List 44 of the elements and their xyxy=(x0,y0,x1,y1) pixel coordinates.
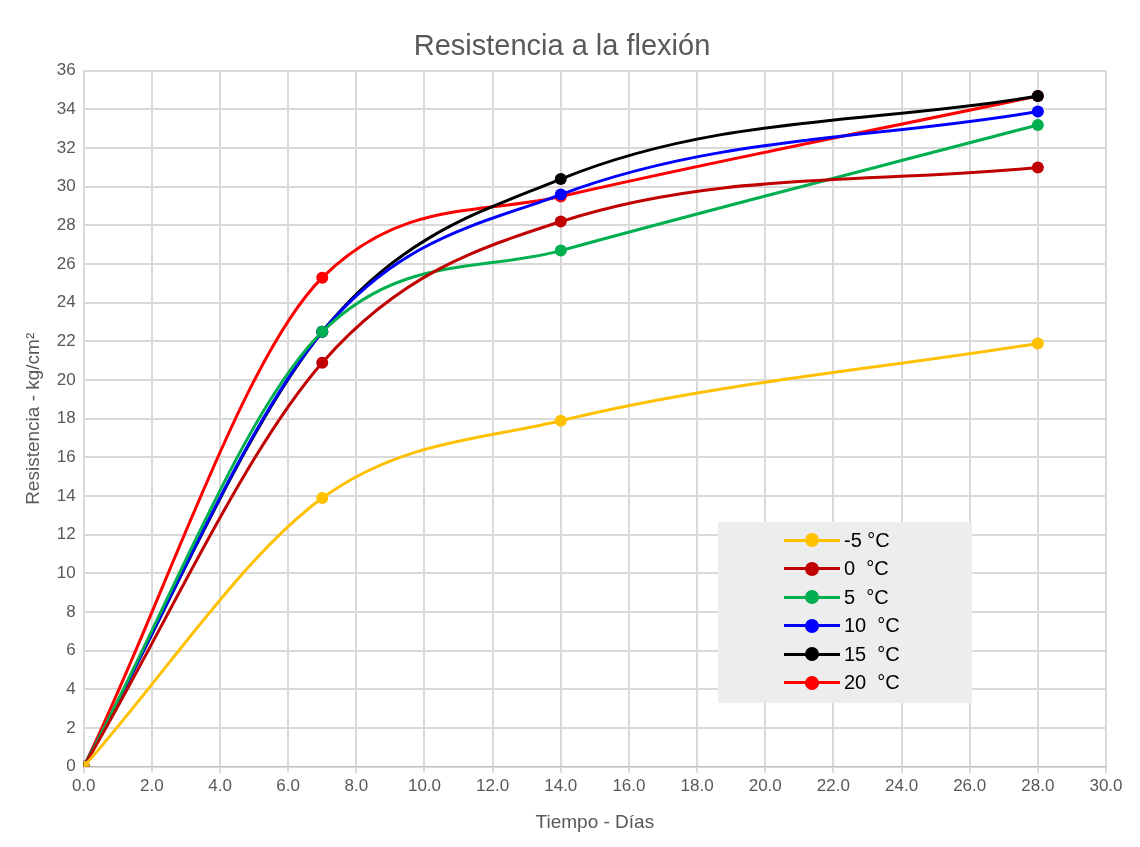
y-tick-label: 30 xyxy=(56,176,76,196)
y-tick-label: 26 xyxy=(56,253,76,273)
legend-label: -5 °C xyxy=(844,528,890,552)
x-tick-label: 26.0 xyxy=(953,775,987,795)
y-axis-title: Resistencia - kg/cm² xyxy=(21,332,43,505)
x-tick-label: 30.0 xyxy=(1089,775,1123,795)
y-tick-label: 34 xyxy=(56,99,76,119)
y-tick-label: 0 xyxy=(66,756,76,776)
y-tick-label: 18 xyxy=(56,408,76,428)
y-tick-label: 6 xyxy=(66,640,76,660)
x-tick-label: 18.0 xyxy=(680,775,714,795)
y-tick-label: 22 xyxy=(56,331,76,351)
y-tick-label: 4 xyxy=(66,679,76,699)
y-tick-label: 36 xyxy=(56,60,76,80)
legend-label: 20 °C xyxy=(844,671,900,695)
x-tick-label: 0.0 xyxy=(71,775,96,795)
x-tick-label: 6.0 xyxy=(276,775,300,795)
x-tick-label: 14.0 xyxy=(544,775,578,795)
y-tick-label: 12 xyxy=(56,524,76,544)
chart-title: Resistencia a la flexión xyxy=(413,29,711,62)
y-tick-label: 8 xyxy=(66,601,76,621)
x-tick-label: 22.0 xyxy=(816,775,850,795)
y-tick-label: 32 xyxy=(56,137,76,157)
x-tick-label: 8.0 xyxy=(344,775,369,795)
y-tick-label: 24 xyxy=(56,292,76,312)
legend-label: 10 °C xyxy=(844,614,900,638)
legend-label: 0 °C xyxy=(844,557,889,581)
x-tick-label: 24.0 xyxy=(884,775,919,795)
legend-label: 15 °C xyxy=(844,642,900,666)
legend-label: 5 °C xyxy=(844,585,889,609)
x-tick-label: 16.0 xyxy=(612,775,646,795)
x-axis-title: Tiempo - Días xyxy=(535,810,655,832)
y-tick-label: 2 xyxy=(66,717,76,737)
x-tick-label: 4.0 xyxy=(208,775,232,795)
x-tick-label: 10.0 xyxy=(407,775,442,795)
y-tick-label: 20 xyxy=(56,369,76,389)
y-tick-label: 16 xyxy=(56,447,76,467)
x-tick-label: 12.0 xyxy=(476,775,510,795)
y-tick-label: 14 xyxy=(56,485,76,505)
y-tick-label: 10 xyxy=(56,563,76,583)
y-tick-label: 28 xyxy=(56,215,76,235)
x-tick-label: 20.0 xyxy=(748,775,782,795)
x-tick-label: 28.0 xyxy=(1021,775,1055,795)
x-tick-label: 2.0 xyxy=(140,775,164,795)
